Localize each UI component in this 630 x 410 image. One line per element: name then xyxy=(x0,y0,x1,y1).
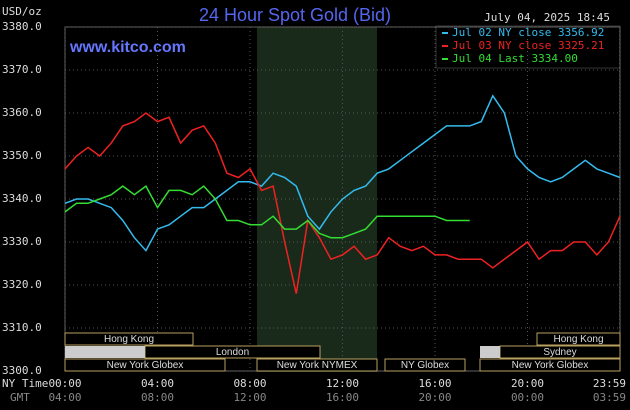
gmt-tick-label: 16:00 xyxy=(326,391,359,404)
session-bar xyxy=(479,358,621,372)
session-bar xyxy=(384,358,466,372)
session-label: New York NYMEX xyxy=(277,360,358,371)
x-tick-label: 23:59 xyxy=(593,377,626,390)
gmt-tick-label: 08:00 xyxy=(141,391,174,404)
series-line xyxy=(64,94,621,252)
y-tick-label: 3310.0 xyxy=(2,321,42,334)
session-bar xyxy=(64,332,194,346)
x-tick-label: 16:00 xyxy=(418,377,451,390)
session-bar xyxy=(536,332,621,346)
y-tick-label: 3370.0 xyxy=(2,63,42,76)
x-tick-label: 20:00 xyxy=(511,377,544,390)
session-bar xyxy=(64,358,226,372)
x-axis-label: GMT xyxy=(10,391,30,404)
y-tick-label: 3380.0 xyxy=(2,20,42,33)
session-blank xyxy=(65,346,145,358)
session-label: New York Globex xyxy=(107,360,184,371)
chart-title: 24 Hour Spot Gold (Bid) xyxy=(199,5,391,25)
x-tick-label: 12:00 xyxy=(326,377,359,390)
x-tick-label: 00:00 xyxy=(48,377,81,390)
gmt-tick-label: 20:00 xyxy=(418,391,451,404)
series-line xyxy=(64,184,470,239)
session-label: London xyxy=(216,347,249,358)
unit-label: USD/oz xyxy=(2,5,42,18)
session-blank xyxy=(480,346,500,358)
timestamp: July 04, 2025 18:45 xyxy=(484,11,610,24)
session-label: Hong Kong xyxy=(104,334,154,345)
gmt-tick-label: 04:00 xyxy=(48,391,81,404)
session-label: Sydney xyxy=(543,347,576,358)
series-line xyxy=(64,112,621,294)
y-tick-label: 3340.0 xyxy=(2,192,42,205)
legend-label: Jul 02 NY close 3356.92 xyxy=(452,26,604,39)
y-tick-label: 3330.0 xyxy=(2,235,42,248)
session-bar xyxy=(256,358,378,372)
session-label: Hong Kong xyxy=(553,334,603,345)
x-tick-label: 08:00 xyxy=(233,377,266,390)
y-tick-label: 3320.0 xyxy=(2,278,42,291)
gmt-tick-label: 03:59 xyxy=(593,391,626,404)
gmt-tick-label: 12:00 xyxy=(233,391,266,404)
x-tick-label: 04:00 xyxy=(141,377,174,390)
website: www.kitco.com xyxy=(69,39,186,56)
y-tick-label: 3350.0 xyxy=(2,149,42,162)
legend-label: Jul 03 NY close 3325.21 xyxy=(452,39,604,52)
session-label: New York Globex xyxy=(512,360,589,371)
legend-label: Jul 04 Last 3334.00 xyxy=(452,52,578,65)
x-axis-label: NY Time xyxy=(2,377,48,390)
y-tick-label: 3360.0 xyxy=(2,106,42,119)
session-label: NY Globex xyxy=(401,360,449,371)
y-tick-label: 3300.0 xyxy=(2,364,42,377)
gmt-tick-label: 00:00 xyxy=(511,391,544,404)
